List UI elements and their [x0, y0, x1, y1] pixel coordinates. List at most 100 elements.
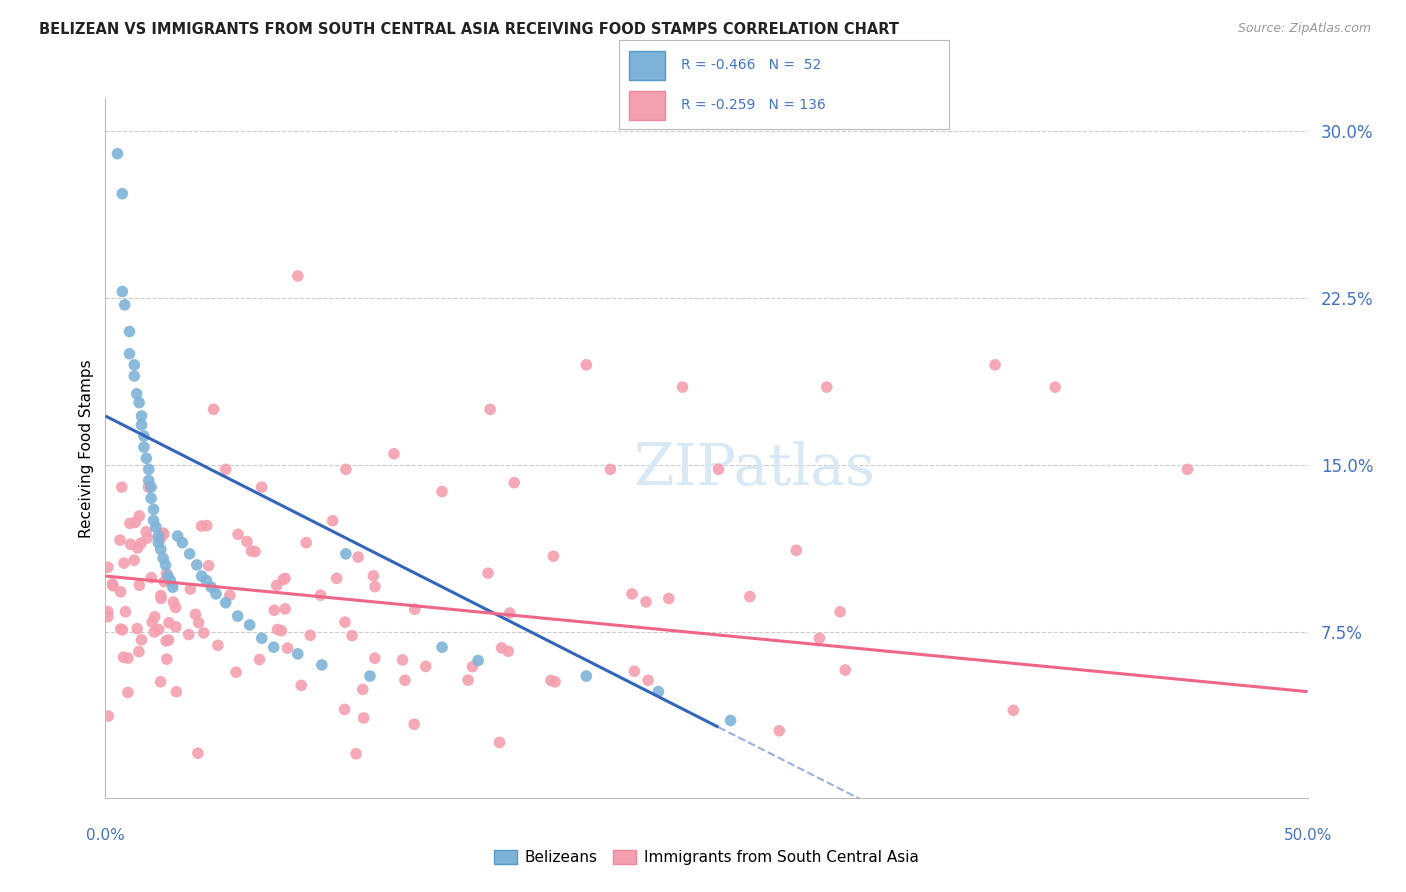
- Point: [647, 684, 669, 698]
- Point: [335, 547, 357, 561]
- Text: ZIPatlas: ZIPatlas: [634, 442, 876, 497]
- Point: [155, 566, 177, 581]
- Point: [149, 532, 172, 546]
- Point: [491, 640, 513, 655]
- Point: [149, 674, 172, 689]
- Point: [359, 669, 381, 683]
- Point: [404, 602, 426, 616]
- Point: [295, 535, 318, 549]
- Text: Source: ZipAtlas.com: Source: ZipAtlas.com: [1237, 22, 1371, 36]
- Point: [353, 711, 375, 725]
- Point: [172, 535, 194, 549]
- Point: [404, 717, 426, 731]
- Point: [190, 519, 212, 533]
- Point: [128, 395, 150, 409]
- Point: [671, 380, 693, 394]
- Point: [236, 534, 259, 549]
- Point: [179, 582, 201, 596]
- Point: [111, 285, 134, 299]
- Point: [143, 609, 166, 624]
- Point: [110, 622, 132, 636]
- Point: [114, 298, 136, 312]
- Point: [124, 516, 146, 530]
- Point: [135, 451, 157, 466]
- Point: [127, 622, 149, 636]
- Point: [152, 551, 174, 566]
- Point: [195, 518, 218, 533]
- Point: [129, 536, 152, 550]
- Point: [1043, 380, 1066, 394]
- Point: [575, 358, 598, 372]
- Point: [190, 569, 212, 583]
- Point: [391, 653, 413, 667]
- Point: [299, 628, 322, 642]
- Point: [461, 659, 484, 673]
- Point: [132, 440, 155, 454]
- Point: [138, 480, 160, 494]
- Point: [97, 605, 120, 619]
- Point: [108, 533, 131, 547]
- Point: [830, 605, 852, 619]
- Point: [128, 578, 150, 592]
- Point: [124, 369, 146, 384]
- Point: [177, 627, 200, 641]
- Point: [214, 462, 236, 476]
- Point: [155, 634, 177, 648]
- Point: [157, 615, 180, 630]
- Point: [138, 462, 160, 476]
- Point: [118, 516, 141, 531]
- Point: [214, 596, 236, 610]
- Point: [111, 480, 134, 494]
- Point: [186, 558, 208, 572]
- Point: [152, 526, 174, 541]
- Point: [340, 629, 363, 643]
- Point: [415, 659, 437, 673]
- Point: [364, 580, 387, 594]
- Text: 0.0%: 0.0%: [86, 828, 125, 843]
- Point: [131, 632, 153, 647]
- Point: [309, 588, 332, 602]
- Point: [488, 735, 510, 749]
- Point: [165, 684, 187, 698]
- Point: [239, 618, 262, 632]
- Point: [599, 462, 621, 476]
- Point: [111, 186, 134, 201]
- Point: [738, 590, 761, 604]
- Point: [97, 560, 120, 574]
- Point: [114, 605, 136, 619]
- Point: [250, 632, 273, 646]
- Point: [124, 358, 146, 372]
- Point: [270, 624, 292, 638]
- Point: [117, 651, 139, 665]
- Point: [226, 527, 249, 541]
- Point: [658, 591, 681, 606]
- Point: [637, 673, 659, 688]
- Point: [266, 623, 288, 637]
- Point: [467, 653, 489, 667]
- Point: [97, 709, 120, 723]
- FancyBboxPatch shape: [628, 91, 665, 120]
- Point: [575, 669, 598, 683]
- Point: [333, 702, 356, 716]
- Point: [142, 502, 165, 516]
- Point: [540, 673, 562, 688]
- Point: [143, 625, 166, 640]
- Point: [287, 647, 309, 661]
- Point: [165, 620, 187, 634]
- Point: [226, 609, 249, 624]
- Point: [457, 673, 479, 687]
- Point: [623, 665, 645, 679]
- Point: [122, 553, 145, 567]
- Point: [162, 595, 184, 609]
- Point: [430, 640, 453, 655]
- Point: [333, 615, 356, 629]
- Point: [150, 591, 173, 606]
- Point: [250, 480, 273, 494]
- Point: [249, 652, 271, 666]
- Text: R = -0.466   N =  52: R = -0.466 N = 52: [682, 58, 821, 72]
- Point: [363, 569, 385, 583]
- Point: [634, 595, 657, 609]
- Point: [157, 632, 180, 647]
- Point: [139, 491, 162, 506]
- Point: [142, 513, 165, 527]
